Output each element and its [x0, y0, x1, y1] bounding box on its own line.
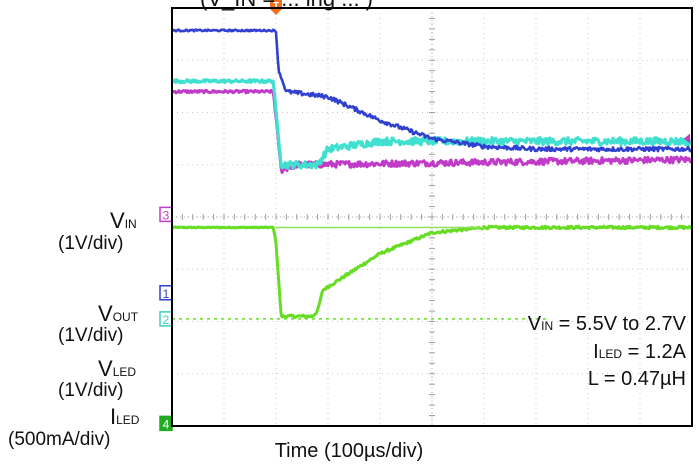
label-vled-scale: (1V/div)	[58, 380, 124, 401]
label-vin: VIN	[110, 208, 137, 234]
label-vin-scale: (1V/div)	[58, 233, 124, 254]
label-vout-sub: OUT	[112, 310, 139, 324]
annotation-inductance: L = 0.47µH	[587, 368, 686, 390]
label-iled-sub: LED	[116, 413, 140, 427]
title-fragment: (V_IN = ... ing ... )	[200, 0, 373, 12]
label-vout-main: V	[98, 301, 113, 326]
channel-marker-2: 2	[159, 311, 173, 327]
channel-marker-number: 3	[163, 208, 170, 222]
annotation-iled-sub: LED	[598, 347, 623, 361]
trace-i-led	[171, 224, 693, 320]
channel-markers: T 3 1 2 4	[159, 0, 690, 431]
label-iled-scale: (500mA/div)	[8, 429, 111, 450]
annotation-vin-rest: = 5.5V to 2.7V	[553, 313, 686, 335]
trace-v-in	[170, 88, 693, 174]
label-vin-main: V	[110, 208, 125, 233]
annotation-vin-sub: IN	[541, 319, 554, 333]
annotation-iled-main: I	[593, 341, 599, 363]
channel-marker-number: 4	[163, 417, 170, 431]
scope-traces	[170, 28, 694, 320]
channel-marker-number: 2	[163, 313, 170, 327]
channel-marker-1: 1	[159, 285, 173, 301]
channel-marker-3: 3	[159, 206, 173, 222]
label-vout-scale: (1V/div)	[58, 325, 124, 346]
channel-marker-number: 1	[163, 287, 170, 301]
annotation-vin-main: V	[527, 313, 542, 335]
trigger-marker-label: T	[273, 1, 279, 12]
right-edge-marker	[684, 133, 690, 144]
annotation-iled-rest: = 1.2A	[622, 341, 686, 363]
annotation-vin-range: VIN = 5.5V to 2.7V	[528, 313, 686, 336]
x-axis-label: Time (100µs/div)	[274, 440, 424, 462]
label-iled: ILED	[110, 404, 139, 430]
channel-marker-4: 4	[159, 415, 173, 431]
label-vin-sub: IN	[124, 217, 137, 231]
label-iled-main: I	[110, 404, 117, 429]
annotation-iled: ILED = 1.2A	[593, 341, 686, 364]
label-vled-main: V	[98, 356, 113, 381]
label-vout: VOUT	[98, 301, 138, 327]
label-vled-sub: LED	[112, 365, 137, 379]
trace-v-out	[171, 28, 694, 153]
plot-frame	[171, 7, 693, 427]
label-vled: VLED	[98, 356, 136, 382]
